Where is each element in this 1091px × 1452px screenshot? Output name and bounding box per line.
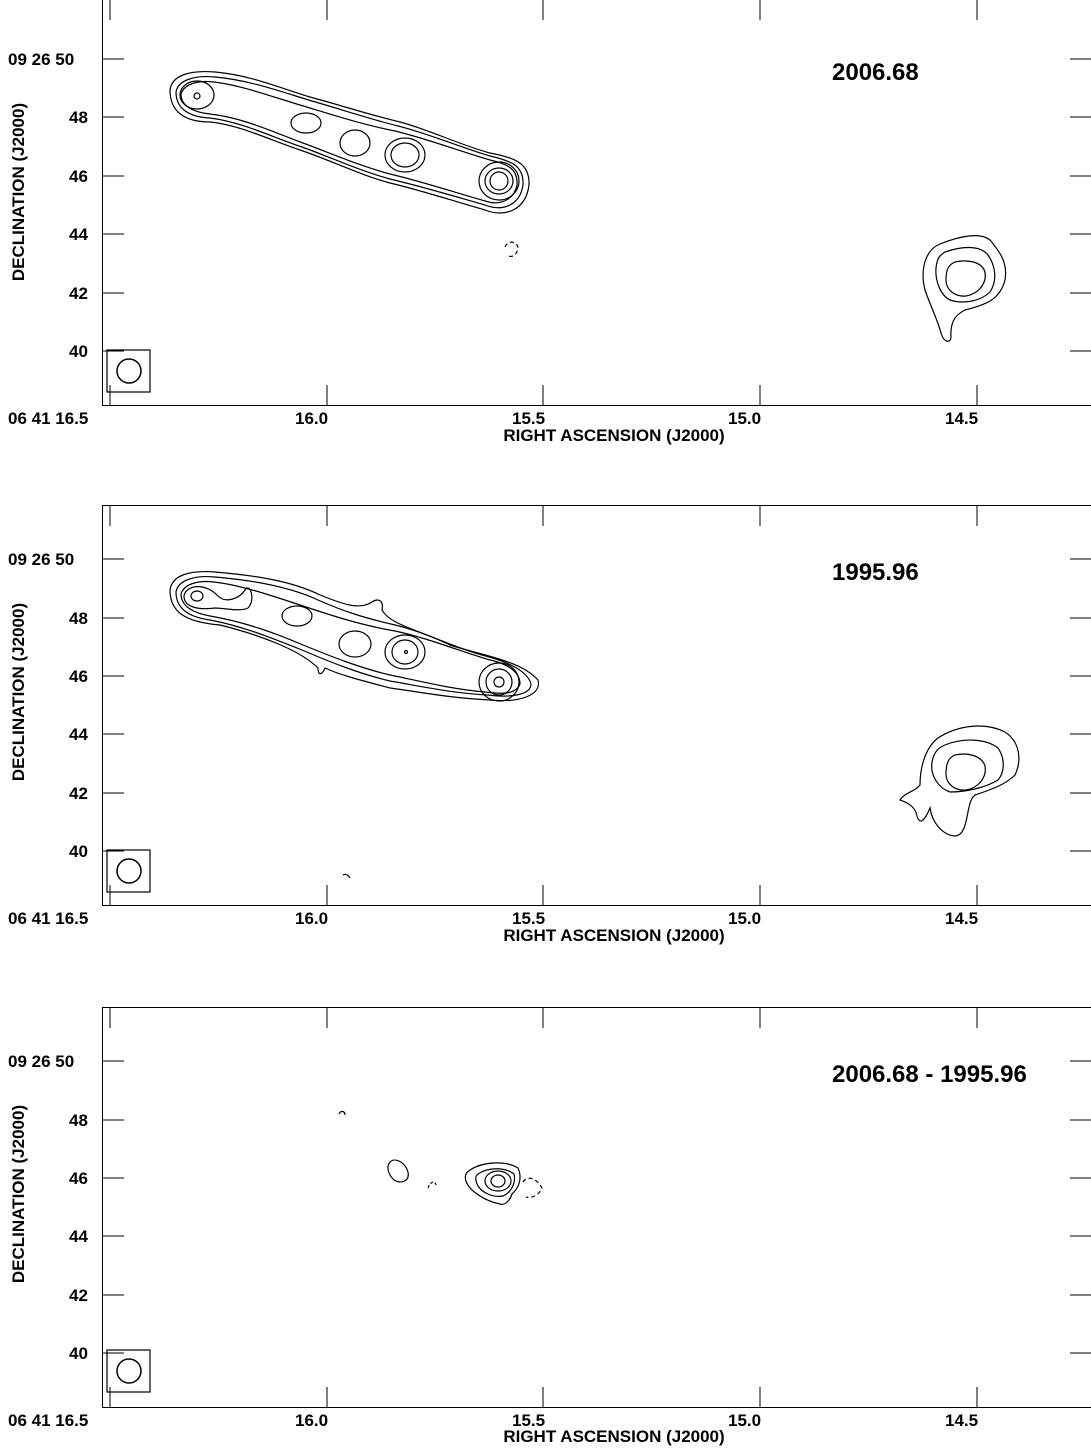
y-axis-title: DECLINATION (J2000) [9, 602, 28, 782]
y-axis-title: DECLINATION (J2000) [9, 1104, 28, 1284]
x-tick-label: 15.0 [728, 409, 762, 428]
epoch-label: 1995.96 [832, 559, 919, 586]
jet-contours [169, 570, 539, 879]
contour-map-difference [102, 1008, 1091, 1407]
plot-frame [102, 505, 1091, 906]
y-tick-label: 40 [69, 842, 88, 861]
contour-map-2006 [102, 0, 1091, 405]
y-tick-label: 44 [69, 1227, 88, 1246]
contour-map-1995 [102, 506, 1091, 905]
y-axis-title: DECLINATION (J2000) [9, 102, 28, 282]
x-tick-label: 16.0 [295, 409, 329, 428]
panel-1995: 09 26 50 48 46 44 42 40 06 41 16.5 16.0 … [0, 500, 1091, 960]
y-tick-label: 42 [69, 784, 88, 803]
beam-box [106, 849, 151, 893]
x-tick-label: 15.0 [728, 1411, 762, 1430]
x-axis-title: RIGHT ASCENSION (J2000) [503, 926, 725, 945]
compact-source [922, 235, 1007, 342]
x-tick-label: 16.0 [295, 909, 329, 928]
panel-difference: 09 26 50 48 46 44 42 40 06 41 16.5 16.0 … [0, 1002, 1091, 1452]
y-tick-label: 46 [69, 667, 88, 686]
y-tick-label: 46 [69, 1169, 88, 1188]
y-tick-label: 09 26 50 [8, 50, 75, 69]
plot-frame [102, 1007, 1091, 1408]
x-tick-label: 06 41 16.5 [8, 909, 89, 928]
x-tick-label: 15.5 [512, 909, 546, 928]
y-tick-label: 42 [69, 1286, 88, 1305]
x-axis-title: RIGHT ASCENSION (J2000) [503, 1427, 725, 1446]
x-tick-label: 14.5 [945, 909, 979, 928]
y-tick-label: 09 26 50 [8, 550, 75, 569]
x-tick-label: 14.5 [945, 1411, 979, 1430]
x-axis-title: RIGHT ASCENSION (J2000) [503, 426, 725, 445]
y-tick-label: 48 [69, 609, 88, 628]
x-tick-label: 15.5 [512, 409, 546, 428]
x-tick-label: 15.0 [728, 909, 762, 928]
y-tick-label: 42 [69, 284, 88, 303]
x-tick-label: 14.5 [945, 409, 979, 428]
x-tick-label: 06 41 16.5 [8, 409, 89, 428]
epoch-label: 2006.68 [832, 59, 919, 86]
y-tick-label: 44 [69, 725, 88, 744]
y-tick-label: 48 [69, 108, 88, 127]
beam-box [106, 349, 151, 393]
x-tick-label: 06 41 16.5 [8, 1411, 89, 1430]
residual-contours [338, 1110, 543, 1205]
y-tick-label: 40 [69, 342, 88, 361]
y-tick-label: 40 [69, 1344, 88, 1363]
y-tick-label: 09 26 50 [8, 1052, 75, 1071]
epoch-label: 2006.68 - 1995.96 [832, 1061, 1027, 1088]
beam-box [106, 1349, 151, 1393]
y-tick-label: 44 [69, 225, 88, 244]
panel-2006: 09 26 50 48 46 44 42 40 06 41 16.5 16.0 … [0, 0, 1091, 460]
x-tick-label: 15.5 [512, 1411, 546, 1430]
x-tick-label: 16.0 [295, 1411, 329, 1430]
compact-source [899, 725, 1020, 837]
y-tick-label: 48 [69, 1111, 88, 1130]
y-tick-label: 46 [69, 167, 88, 186]
plot-frame [102, 0, 1091, 406]
jet-contours [169, 70, 530, 258]
